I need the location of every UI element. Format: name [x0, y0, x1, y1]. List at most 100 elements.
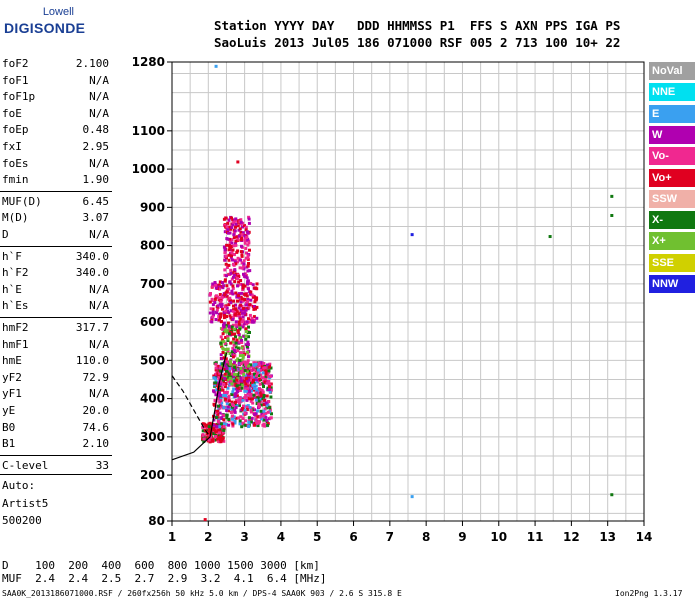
echo-point: [255, 378, 259, 382]
echo-point: [242, 264, 246, 268]
parameter-value: N/A: [89, 282, 109, 296]
legend-item-x: X+: [649, 232, 695, 251]
legend-item-w: W: [649, 125, 695, 144]
echo-point: [231, 284, 235, 288]
echo-point: [224, 391, 228, 394]
echo-point: [231, 332, 235, 336]
echo-point: [223, 372, 227, 376]
echo-point: [221, 362, 225, 366]
echo-point: [221, 351, 225, 354]
y-tick-label: 500: [140, 353, 165, 367]
echo-point: [203, 428, 207, 432]
echo-point: [216, 427, 220, 431]
echo-point: [238, 327, 242, 331]
echo-point: [254, 391, 258, 395]
echo-point: [234, 312, 238, 316]
echo-point: [224, 348, 228, 352]
echo-point: [216, 409, 220, 413]
logo-text-lowell: Lowell: [42, 6, 74, 18]
echo-point: [258, 364, 262, 368]
echo-point: [262, 385, 265, 388]
echo-point: [241, 325, 245, 329]
echo-point: [229, 374, 233, 378]
echo-point: [266, 422, 270, 426]
echo-point: [241, 318, 245, 322]
echo-point: [249, 298, 253, 302]
echo-point: [224, 254, 228, 258]
echo-point: [223, 376, 227, 380]
echo-point: [216, 412, 220, 416]
echo-point: [239, 415, 243, 419]
echo-point: [245, 370, 249, 374]
echo-point: [262, 395, 266, 399]
echo-point: [254, 418, 258, 422]
echo-point: [242, 307, 245, 310]
echo-point: [270, 412, 273, 416]
parameter-value: 2.95: [82, 140, 110, 153]
echo-point: [231, 390, 235, 394]
echo-point: [226, 334, 230, 338]
echo-point: [222, 284, 226, 288]
echo-point: [262, 394, 266, 397]
parameter-value: N/A: [89, 90, 109, 104]
echo-point: [227, 248, 231, 252]
echo-point: [249, 384, 253, 388]
echo-point: [262, 409, 266, 413]
echo-point: [240, 266, 244, 270]
y-tick-label: 80: [148, 514, 165, 528]
logo-text-digisonde: DIGISONDE: [4, 20, 86, 36]
echo-point: [248, 365, 252, 369]
echo-point: [265, 381, 269, 385]
echo-point: [223, 223, 226, 227]
echo-point: [238, 314, 242, 317]
echo-point: [258, 368, 262, 372]
echo-point: [225, 225, 229, 229]
echo-point: [246, 297, 250, 301]
echo-point: [213, 383, 217, 387]
echo-point: [235, 404, 239, 408]
echo-point: [224, 262, 228, 266]
echo-point: [244, 394, 248, 397]
echo-point: [232, 244, 236, 248]
echo-point: [230, 216, 233, 220]
footer-info: SAA0K_2013186071000.RSF / 260fx256h 50 k…: [2, 589, 402, 598]
echo-point: [217, 376, 221, 380]
echo-point: [220, 366, 224, 370]
echo-point: [216, 304, 220, 308]
echo-point: [256, 380, 259, 384]
echo-point: [239, 317, 243, 321]
echo-point: [247, 287, 250, 291]
echo-point: [245, 405, 249, 409]
echo-point: [225, 315, 229, 318]
parameter-value: N/A: [89, 73, 109, 87]
parameter-value: 1.90: [82, 173, 110, 187]
echo-point: [258, 377, 262, 381]
echo-point: [249, 282, 253, 285]
x-tick-label: 11: [527, 530, 544, 544]
echo-point: [244, 225, 248, 229]
echo-point: [236, 347, 240, 351]
echo-point: [261, 371, 265, 375]
x-tick-label: 9: [458, 530, 466, 544]
echo-point: [225, 330, 229, 334]
distance-row: D 100 200 400 600 800 1000 1500 3000 [km…: [2, 559, 320, 572]
echo-point: [227, 397, 231, 400]
echo-point: [246, 279, 250, 283]
echo-point: [242, 334, 246, 338]
legend-item-x: X-: [649, 211, 695, 230]
echo-point: [253, 368, 257, 372]
echo-point: [226, 350, 230, 353]
echo-point: [267, 379, 271, 383]
echo-point: [255, 316, 259, 320]
echo-point: [249, 369, 253, 373]
echo-point: [252, 307, 256, 311]
echo-point: [245, 398, 249, 402]
echo-point: [221, 378, 225, 382]
echo-point: [215, 434, 219, 438]
echo-point: [241, 416, 245, 420]
echo-point: [240, 236, 243, 240]
parameter-name: yF1: [2, 387, 22, 401]
echo-point: [266, 400, 270, 404]
echo-point: [241, 398, 245, 402]
